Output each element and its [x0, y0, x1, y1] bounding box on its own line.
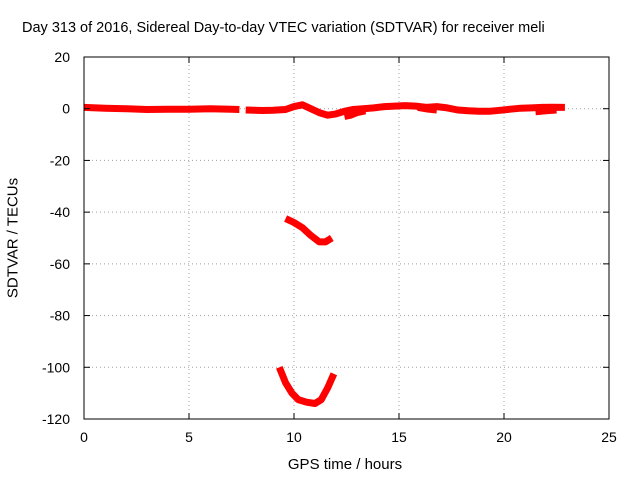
y-tick-label: -60 [50, 256, 70, 272]
y-tick-label: -40 [50, 204, 70, 220]
data-segment-4 [417, 103, 438, 114]
x-tick-label: 25 [601, 429, 617, 445]
data-segment-5 [535, 106, 557, 116]
x-tick-label: 20 [496, 429, 512, 445]
plot-frame [83, 56, 610, 420]
data-segment-7 [276, 365, 338, 407]
series-layer [83, 101, 565, 407]
data-segment-2 [245, 101, 565, 119]
x-axis-label: GPS time / hours [287, 456, 403, 473]
y-tick-label: 20 [54, 49, 70, 65]
data-segment-6 [284, 215, 334, 246]
chart-title: Day 313 of 2016, Sidereal Day-to-day VTE… [22, 20, 545, 36]
tick-layer: 0 5 10 15 20 25 20 0 -20 -40 -60 -80 -100 -120 [42, 49, 617, 445]
y-tick-label: -80 [50, 308, 70, 324]
x-tick-label: 15 [391, 429, 407, 445]
y-tick-label: -20 [50, 152, 70, 168]
x-tick-label: 0 [80, 429, 88, 445]
y-tick-label: -120 [42, 411, 70, 427]
data-segment-1 [83, 103, 240, 113]
y-tick-label: -100 [42, 359, 70, 375]
data-segment-3 [343, 107, 367, 120]
grid-layer [84, 57, 609, 419]
x-tick-label: 5 [185, 429, 193, 445]
y-tick-label: 0 [62, 101, 70, 117]
x-tick-label: 10 [286, 429, 302, 445]
